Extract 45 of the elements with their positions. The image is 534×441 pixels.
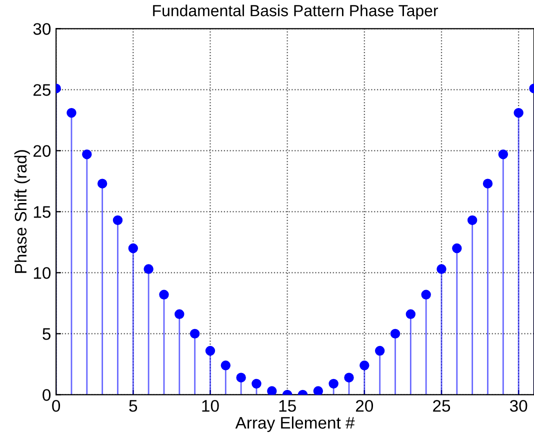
- point: [144, 264, 154, 274]
- point: [159, 290, 169, 300]
- point: [482, 178, 493, 188]
- y-tick-label: 5: [42, 328, 51, 340]
- point: [313, 386, 324, 395]
- point: [452, 243, 462, 254]
- point: [390, 328, 400, 339]
- y-tick-label: 25: [34, 84, 51, 96]
- point: [236, 372, 246, 382]
- point: [374, 346, 385, 356]
- y-tick-label: 0: [42, 389, 51, 401]
- point: [498, 149, 508, 160]
- point: [190, 328, 200, 339]
- point: [267, 386, 277, 395]
- y-tick-label: 10: [34, 267, 51, 279]
- x-tick-label: 5: [129, 400, 138, 412]
- y-axis-title: Phase Shift (rad): [14, 150, 30, 273]
- x-tick-label: 30: [510, 400, 528, 412]
- point: [344, 372, 354, 382]
- x-tick-label: 15: [279, 400, 296, 412]
- point: [174, 309, 184, 320]
- point: [82, 149, 92, 160]
- x-tick-label: 10: [202, 400, 219, 412]
- y-tick-label: 15: [34, 206, 51, 218]
- point: [421, 290, 431, 300]
- point: [66, 108, 76, 118]
- point: [360, 360, 370, 370]
- chart-title: Fundamental Basis Pattern Phase Taper: [153, 4, 438, 20]
- point: [205, 346, 216, 356]
- point: [406, 309, 416, 320]
- point: [467, 215, 478, 226]
- point: [252, 378, 262, 389]
- y-tick-label: 30: [33, 23, 51, 35]
- point: [436, 264, 446, 274]
- point: [97, 178, 108, 188]
- y-tick-label: 20: [34, 145, 51, 157]
- x-axis-title: Array Element #: [235, 416, 355, 432]
- point: [328, 378, 338, 389]
- point: [514, 108, 524, 118]
- point: [112, 215, 123, 226]
- x-tick-label: 0: [52, 400, 60, 412]
- point: [220, 360, 231, 370]
- point: [128, 243, 138, 254]
- x-tick-label: 20: [356, 400, 374, 412]
- x-tick-label: 25: [433, 400, 450, 412]
